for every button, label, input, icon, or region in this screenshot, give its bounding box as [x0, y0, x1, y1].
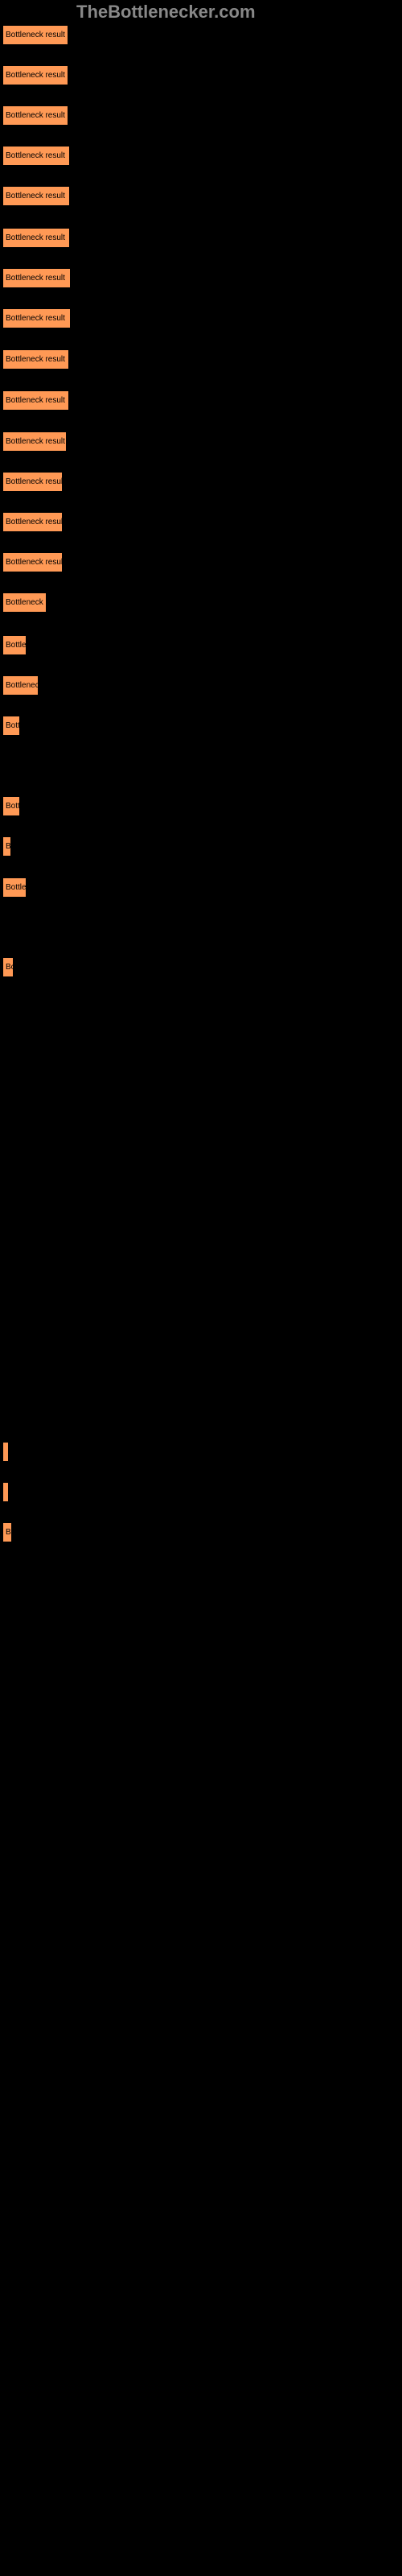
bar-row: Bottleneck result	[2, 185, 70, 207]
bar-label: Bottleneck result	[6, 274, 65, 283]
bar-row: Bottleneck result	[2, 349, 69, 370]
bottleneck-bar: Bottleneck result	[2, 228, 70, 248]
bar-row: Bottleneck result	[2, 634, 27, 656]
bottleneck-bar: Bottleneck result	[2, 349, 69, 369]
bar-row: Bottleneck result	[2, 227, 70, 249]
bar-row: Bottleneck result	[2, 24, 68, 46]
bottleneck-bar	[2, 1482, 9, 1502]
bar-label: Bottleneck result	[6, 963, 65, 972]
bar-row: Bottleneck result	[2, 105, 68, 126]
bar-row: Bottleneck result	[2, 471, 63, 493]
bar-row: Bottleneck result	[2, 431, 67, 452]
bar-label: Bottleneck result	[6, 111, 65, 120]
bottleneck-bar: Bottleneck result	[2, 675, 39, 696]
bar-row: Bottleneck result	[2, 308, 71, 329]
bar-row: Bottleneck result	[2, 390, 69, 411]
bottleneck-bar: Bottleneck result	[2, 25, 68, 45]
bottleneck-bar: Bottleneck result	[2, 592, 47, 613]
bar-row: Bottleneck result	[2, 795, 20, 817]
bar-row: Bottleneck result	[2, 551, 63, 573]
bar-label: Bottleneck result	[6, 842, 65, 851]
bar-row: Bottleneck result	[2, 511, 63, 533]
bar-label: Bottleneck result	[6, 802, 65, 811]
bar-row: Bottleneck result	[2, 64, 68, 86]
bar-row: Bottleneck result	[2, 267, 71, 289]
bottleneck-bar: Bottleneck result	[2, 146, 70, 166]
bottleneck-bar: Bottleneck result	[2, 836, 11, 857]
bar-label: Bottleneck result	[6, 233, 65, 242]
bar-row	[2, 1481, 9, 1503]
bar-label: Bottleneck result	[6, 71, 65, 80]
logo: TheBottlenecker.com	[76, 2, 256, 23]
bottleneck-bar: Bottleneck result	[2, 308, 71, 328]
bottleneck-bar: Bottleneck result	[2, 796, 20, 816]
bar-label: Bottleneck result	[6, 151, 65, 160]
bar-label: Bottleneck result	[6, 396, 65, 405]
bottleneck-bar: Bottleneck result	[2, 186, 70, 206]
bottleneck-bar: Bottleneck result	[2, 877, 27, 898]
bottleneck-bar: Bottleneck result	[2, 512, 63, 532]
bottleneck-bar: Bottleneck result	[2, 716, 20, 736]
bar-label: Bottleneck result	[6, 641, 65, 650]
bar-row	[2, 1441, 9, 1463]
bar-label: Bottleneck result	[6, 192, 65, 200]
bar-label: Bottleneck result	[6, 314, 65, 323]
bar-row: Bottleneck result	[2, 145, 70, 167]
bar-label: Bottleneck result	[6, 31, 65, 39]
bar-label: Bottleneck result	[6, 558, 65, 567]
bar-row: Bottleneck result	[2, 877, 27, 898]
bar-label: Bottleneck result	[6, 681, 65, 690]
bottleneck-bar: Bottleneck result	[2, 472, 63, 492]
bottleneck-bar: Bottleneck result	[2, 635, 27, 655]
bottleneck-bar: Bottleneck result	[2, 268, 71, 288]
bar-label: Bottleneck result	[6, 1528, 65, 1537]
bar-label: Bottleneck result	[6, 355, 65, 364]
bar-label: Bottleneck result	[6, 721, 65, 730]
bottleneck-bar: Bottleneck result	[2, 552, 63, 572]
bottleneck-bar: Bottleneck result	[2, 431, 67, 452]
bottleneck-bar	[2, 1442, 9, 1462]
bar-row: Bottleneck result	[2, 836, 11, 857]
bar-label: Bottleneck result	[6, 477, 65, 486]
bar-label: Bottleneck result	[6, 883, 65, 892]
bar-row: Bottleneck result	[2, 675, 39, 696]
bottleneck-bar: Bottleneck result	[2, 390, 69, 411]
bar-row: Bottleneck result	[2, 592, 47, 613]
bottleneck-bar: Bottleneck result	[2, 1522, 12, 1542]
bottleneck-bar: Bottleneck result	[2, 105, 68, 126]
bar-label: Bottleneck result	[6, 437, 65, 446]
bottleneck-bar: Bottleneck result	[2, 65, 68, 85]
bar-row: Bottleneck result	[2, 956, 14, 978]
bar-label: Bottleneck result	[6, 598, 65, 607]
bottleneck-bar: Bottleneck result	[2, 957, 14, 977]
bar-row: Bottleneck result	[2, 715, 20, 737]
bar-label: Bottleneck result	[6, 518, 65, 526]
bar-row: Bottleneck result	[2, 1521, 12, 1543]
